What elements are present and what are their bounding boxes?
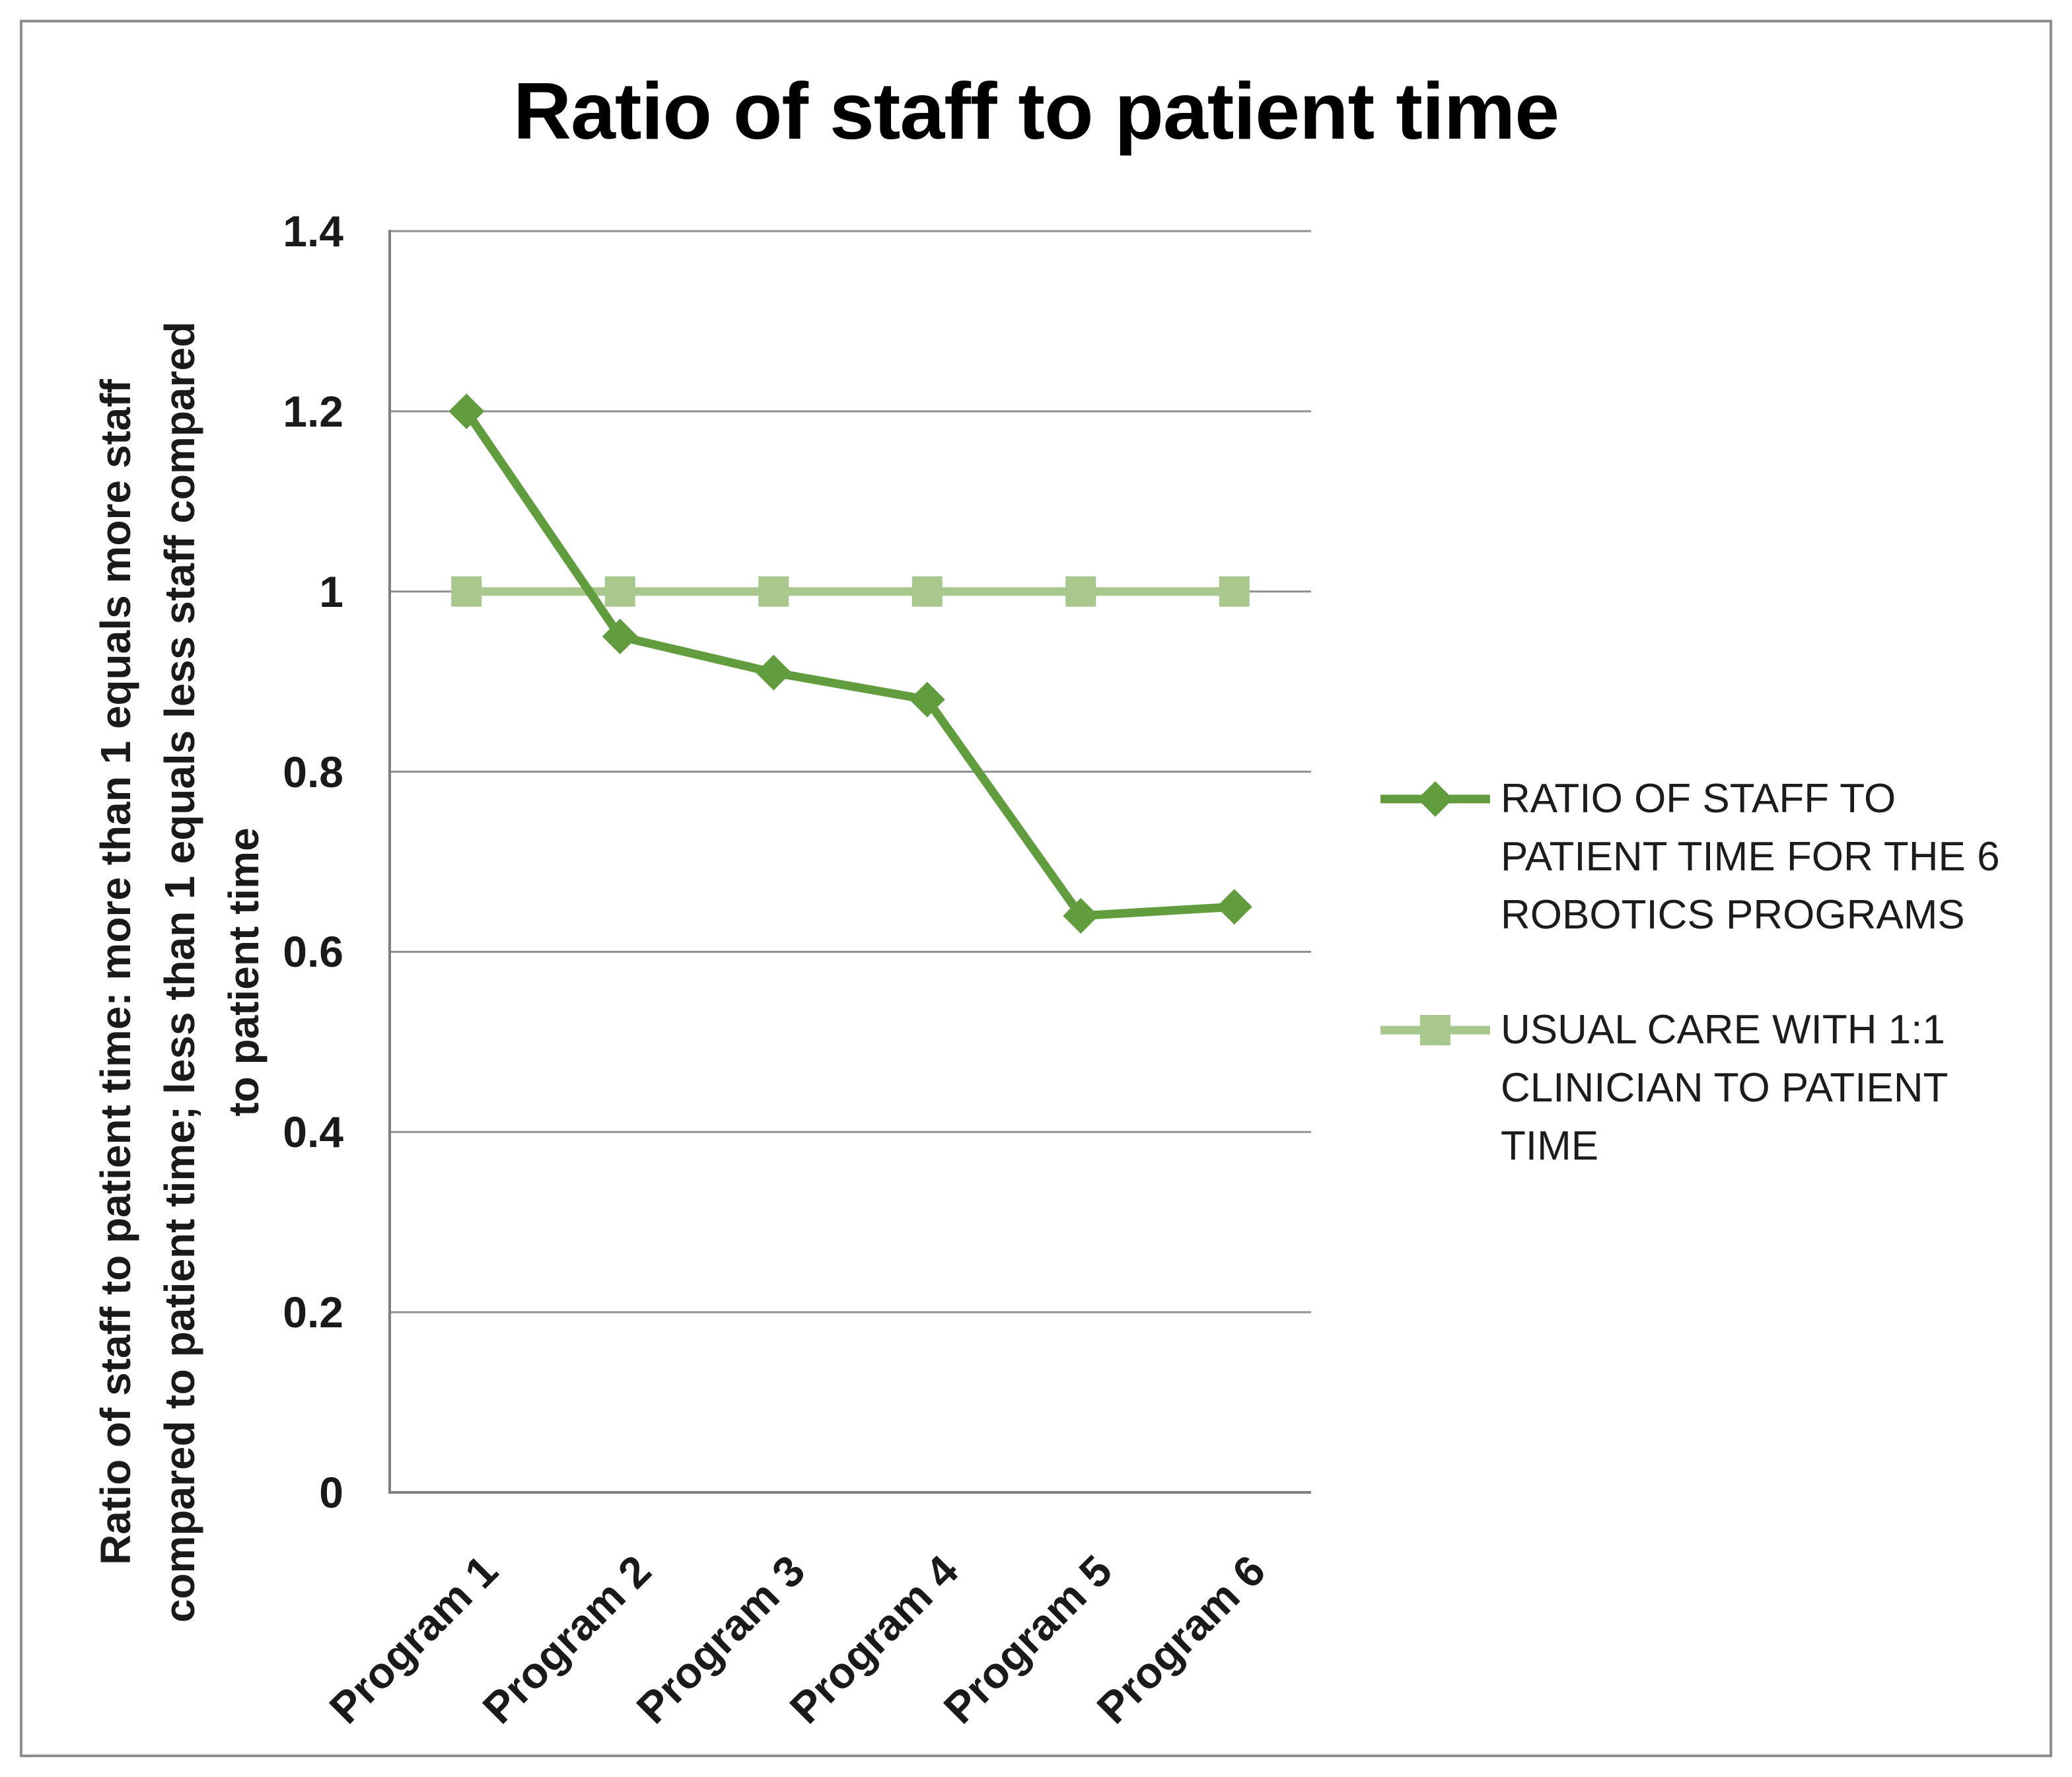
series-2-marker-program-1 — [451, 576, 482, 607]
series-1-marker-program-5 — [1063, 897, 1099, 934]
y-tick-label: 0.2 — [283, 1288, 343, 1337]
y-tick-label: 1.4 — [283, 207, 343, 256]
y-tick-label: 0 — [319, 1468, 343, 1517]
y-tick-label: 0.6 — [283, 927, 343, 977]
diamond-marker-icon — [1380, 781, 1490, 817]
y-tick-label: 1 — [319, 567, 343, 616]
series-1-marker-program-3 — [756, 654, 792, 691]
legend-item: USUAL CARE WITH 1:1 CLINICIAN TO PATIENT… — [1379, 1001, 2046, 1175]
series-2-marker-program-5 — [1065, 576, 1096, 607]
chart-title: Ratio of staff to patient time — [513, 66, 1559, 156]
series-1-marker-program-6 — [1216, 889, 1252, 925]
legend-item: RATIO OF STAFF TO PATIENT TIME FOR THE 6… — [1379, 770, 2046, 944]
series-1-marker-program-1 — [448, 393, 485, 429]
series-1-marker-program-4 — [909, 681, 945, 718]
legend-label: USUAL CARE WITH 1:1 CLINICIAN TO PATIENT… — [1501, 1007, 1948, 1169]
series-line-1 — [462, 407, 1239, 921]
chart-frame — [20, 20, 2052, 1757]
y-tick-label: 0.4 — [283, 1107, 343, 1157]
series-2-marker-program-3 — [758, 576, 789, 607]
legend-label: RATIO OF STAFF TO PATIENT TIME FOR THE 6… — [1501, 776, 2000, 938]
series-2-marker-program-6 — [1219, 576, 1250, 607]
square-marker-icon — [1380, 1015, 1490, 1045]
series-2-marker-program-2 — [604, 576, 635, 607]
legend: RATIO OF STAFF TO PATIENT TIME FOR THE 6… — [1379, 770, 2046, 1232]
y-tick-label: 1.2 — [283, 386, 343, 436]
series-1-marker-program-2 — [602, 618, 638, 654]
y-tick-label: 0.8 — [283, 747, 343, 796]
series-2-marker-program-4 — [911, 576, 943, 607]
